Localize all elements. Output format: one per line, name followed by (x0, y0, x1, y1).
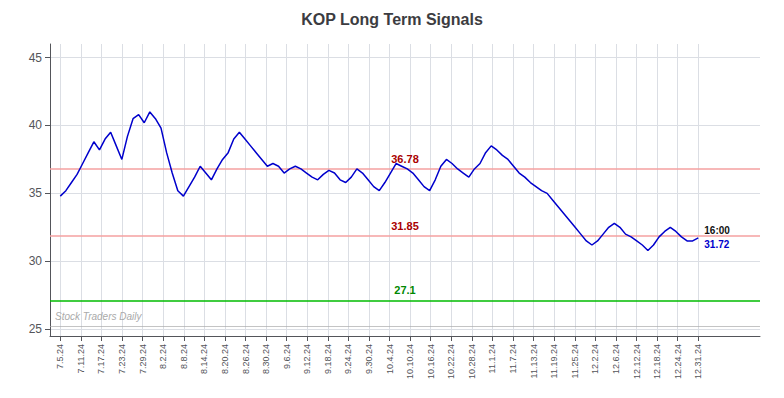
svg-text:Stock Traders Daily: Stock Traders Daily (55, 311, 143, 322)
svg-text:12.2.24: 12.2.24 (590, 344, 600, 374)
svg-text:25: 25 (29, 322, 43, 336)
svg-text:9.30.24: 9.30.24 (364, 344, 374, 374)
svg-text:KOP Long Term Signals: KOP Long Term Signals (301, 11, 483, 28)
svg-text:9.6.24: 9.6.24 (282, 344, 292, 369)
svg-text:8.2.24: 8.2.24 (158, 344, 168, 369)
svg-text:30: 30 (29, 254, 43, 268)
svg-text:31.85: 31.85 (391, 220, 419, 232)
svg-text:36.78: 36.78 (391, 153, 419, 165)
svg-text:12.31.24: 12.31.24 (693, 344, 703, 379)
svg-text:10.4.24: 10.4.24 (385, 344, 395, 374)
svg-text:10.10.24: 10.10.24 (405, 344, 415, 379)
svg-text:27.1: 27.1 (394, 284, 415, 296)
svg-text:7.17.24: 7.17.24 (96, 344, 106, 374)
svg-text:8.26.24: 8.26.24 (241, 344, 251, 374)
svg-text:35: 35 (29, 186, 43, 200)
svg-text:8.30.24: 8.30.24 (261, 344, 271, 374)
svg-text:7.11.24: 7.11.24 (76, 344, 86, 373)
svg-text:12.12.24: 12.12.24 (632, 344, 642, 379)
svg-text:11.25.24: 11.25.24 (570, 344, 580, 378)
svg-text:31.72: 31.72 (704, 239, 729, 250)
svg-text:7.29.24: 7.29.24 (138, 344, 148, 374)
svg-text:7.5.24: 7.5.24 (55, 344, 65, 369)
svg-text:12.18.24: 12.18.24 (652, 344, 662, 379)
svg-text:9.12.24: 9.12.24 (302, 344, 312, 374)
svg-text:8.8.24: 8.8.24 (179, 344, 189, 369)
svg-text:11.1.24: 11.1.24 (487, 344, 497, 373)
svg-text:11.19.24: 11.19.24 (549, 344, 559, 378)
svg-text:9.24.24: 9.24.24 (343, 344, 353, 374)
svg-text:7.23.24: 7.23.24 (117, 344, 127, 374)
svg-text:45: 45 (29, 51, 43, 65)
svg-text:40: 40 (29, 118, 43, 132)
svg-text:8.14.24: 8.14.24 (199, 344, 209, 374)
svg-text:11.7.24: 11.7.24 (508, 344, 518, 373)
svg-text:10.28.24: 10.28.24 (467, 344, 477, 379)
svg-text:12.24.24: 12.24.24 (673, 344, 683, 379)
svg-text:11.13.24: 11.13.24 (529, 344, 539, 378)
svg-text:9.18.24: 9.18.24 (323, 344, 333, 374)
svg-text:10.16.24: 10.16.24 (426, 344, 436, 379)
svg-text:12.6.24: 12.6.24 (611, 344, 621, 374)
svg-text:16:00: 16:00 (704, 225, 730, 236)
svg-text:10.22.24: 10.22.24 (446, 344, 456, 379)
svg-text:8.20.24: 8.20.24 (220, 344, 230, 374)
